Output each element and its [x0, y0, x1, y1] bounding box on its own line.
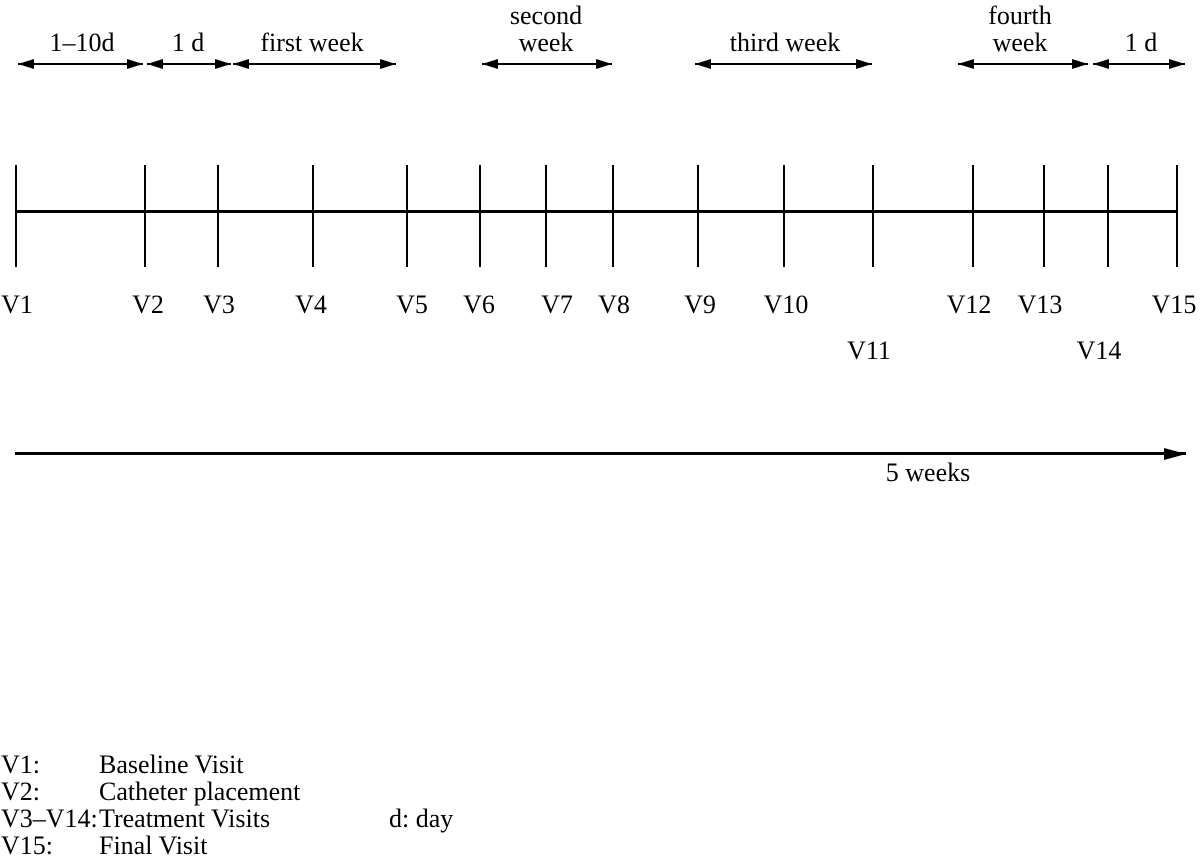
visit-tick — [1043, 165, 1045, 267]
legend-term: V15: — [1, 831, 53, 857]
double-arrow — [695, 63, 872, 65]
period-label: fourth week — [988, 1, 1052, 57]
visit-tick — [612, 165, 614, 267]
duration-arrow — [15, 452, 1186, 455]
timeline-axis — [15, 210, 1178, 213]
legend-term: V3–V14: — [1, 804, 98, 833]
legend-definition: Treatment Visits — [99, 804, 271, 833]
visit-tick — [545, 165, 547, 267]
period-label: 1 d — [171, 28, 205, 57]
double-arrow — [482, 63, 612, 65]
legend-entry: V3–V14: Treatment Visits — [1, 805, 300, 832]
visit-label: V11 — [847, 336, 891, 365]
abbreviation: d: day — [389, 804, 454, 833]
visit-tick — [406, 165, 408, 267]
legend-entry: V15: Final Visit — [1, 832, 300, 857]
visit-label: V8 — [598, 290, 630, 319]
visit-label: V13 — [1017, 290, 1063, 319]
visit-tick — [15, 165, 17, 267]
legend-definition: Baseline Visit — [99, 750, 244, 779]
legend-definition: Catheter placement — [99, 777, 301, 806]
period-label: second week — [509, 1, 583, 57]
visit-label: V4 — [295, 290, 327, 319]
visit-label: V12 — [946, 290, 992, 319]
double-arrow — [1093, 63, 1185, 65]
visit-label: V5 — [396, 290, 428, 319]
period-label: third week — [729, 28, 841, 57]
period-label: 1–10d — [49, 28, 115, 57]
abbreviation-list: d: day V: Visit — [389, 751, 468, 857]
visit-label: V7 — [541, 290, 573, 319]
visit-label: V9 — [684, 290, 716, 319]
visit-tick — [1107, 165, 1109, 267]
legend-entry: V2: Catheter placement — [1, 778, 300, 805]
visit-label: V14 — [1076, 336, 1122, 365]
visit-tick — [479, 165, 481, 267]
visit-label: V1 — [1, 290, 33, 319]
visit-tick — [972, 165, 974, 267]
period-label: 1 d — [1124, 28, 1158, 57]
visit-tick — [217, 165, 219, 267]
visit-tick — [697, 165, 699, 267]
legend-term: V1: — [1, 750, 40, 779]
visit-tick — [144, 165, 146, 267]
legend-definition: Final Visit — [99, 831, 208, 857]
visit-label: V15 — [1151, 290, 1197, 319]
visit-tick — [312, 165, 314, 267]
legend-entry: V1: Baseline Visit — [1, 751, 300, 778]
visit-label: V10 — [763, 290, 809, 319]
duration-label: 5 weeks — [885, 458, 971, 487]
legend: V1: Baseline Visit V2: Catheter placemen… — [1, 751, 300, 857]
visit-tick — [872, 165, 874, 267]
double-arrow — [147, 63, 231, 65]
double-arrow — [18, 63, 143, 65]
double-arrow — [958, 63, 1088, 65]
visit-label: V2 — [132, 290, 164, 319]
visit-label: V3 — [203, 290, 235, 319]
period-label: first week — [260, 28, 364, 57]
double-arrow — [233, 63, 396, 65]
visit-tick — [783, 165, 785, 267]
visit-label: V6 — [463, 290, 495, 319]
legend-term: V2: — [1, 777, 40, 806]
visit-tick — [1176, 165, 1178, 267]
